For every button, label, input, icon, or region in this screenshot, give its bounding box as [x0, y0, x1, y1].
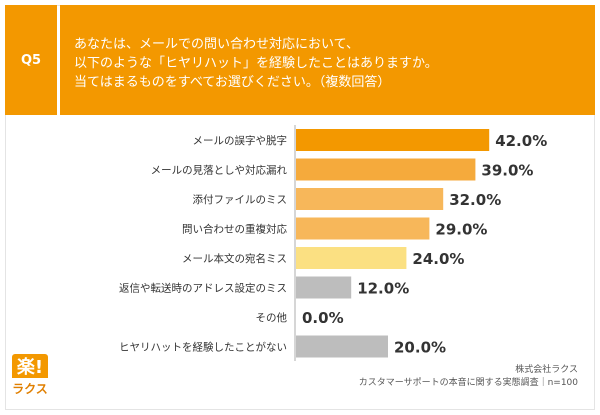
question-line-1: あなたは、メールでの問い合わせ対応において、: [74, 37, 359, 52]
bar: [296, 247, 407, 269]
value-label: 32.0%: [449, 191, 501, 209]
logo-mark: 楽!: [12, 354, 48, 378]
question-line-3: 当てはまるものをすべてお選びください。（複数回答）: [74, 75, 391, 90]
value-label: 12.0%: [357, 280, 409, 298]
value-label: 24.0%: [412, 250, 464, 268]
value-label: 0.0%: [302, 309, 344, 327]
value-label: 29.0%: [435, 221, 487, 239]
question-number: Q5: [20, 52, 42, 68]
bar: [296, 129, 490, 151]
bar: [296, 276, 352, 299]
category-label: 返信や転送時のアドレス設定のミス: [119, 282, 287, 295]
category-label: 問い合わせの重複対応: [182, 223, 287, 236]
value-label: 20.0%: [394, 339, 446, 357]
category-label: メール本文の宛名ミス: [182, 252, 287, 265]
question-line-2: 以下のような「ヒヤリハット」を経験したことはありますか。: [74, 56, 438, 71]
logo-name: ラクス: [12, 382, 48, 396]
category-label: ヒヤリハットを経験したことがない: [119, 341, 287, 354]
bar: [296, 217, 430, 240]
category-label: メールの見落としや対応漏れ: [151, 164, 288, 177]
value-label: 39.0%: [481, 162, 533, 180]
category-label: メールの誤字や脱字: [193, 134, 288, 147]
source-company: 株式会社ラクス: [515, 365, 578, 375]
source-survey: カスタマーサポートの本音に関する実態調査｜n=100: [358, 378, 578, 388]
bar: [296, 188, 444, 210]
company-logo: 楽! ラクス: [12, 354, 48, 400]
value-label: 42.0%: [495, 132, 547, 150]
category-label: 添付ファイルのミス: [193, 193, 288, 206]
question-text-box: あなたは、メールでの問い合わせ対応において、 以下のような「ヒヤリハット」を経験…: [60, 5, 595, 115]
bar: [296, 158, 476, 181]
category-label: その他: [256, 311, 288, 324]
source-note: 株式会社ラクス カスタマーサポートの本音に関する実態調査｜n=100: [359, 364, 578, 390]
bar: [296, 335, 388, 358]
question-number-badge: Q5: [5, 5, 57, 115]
